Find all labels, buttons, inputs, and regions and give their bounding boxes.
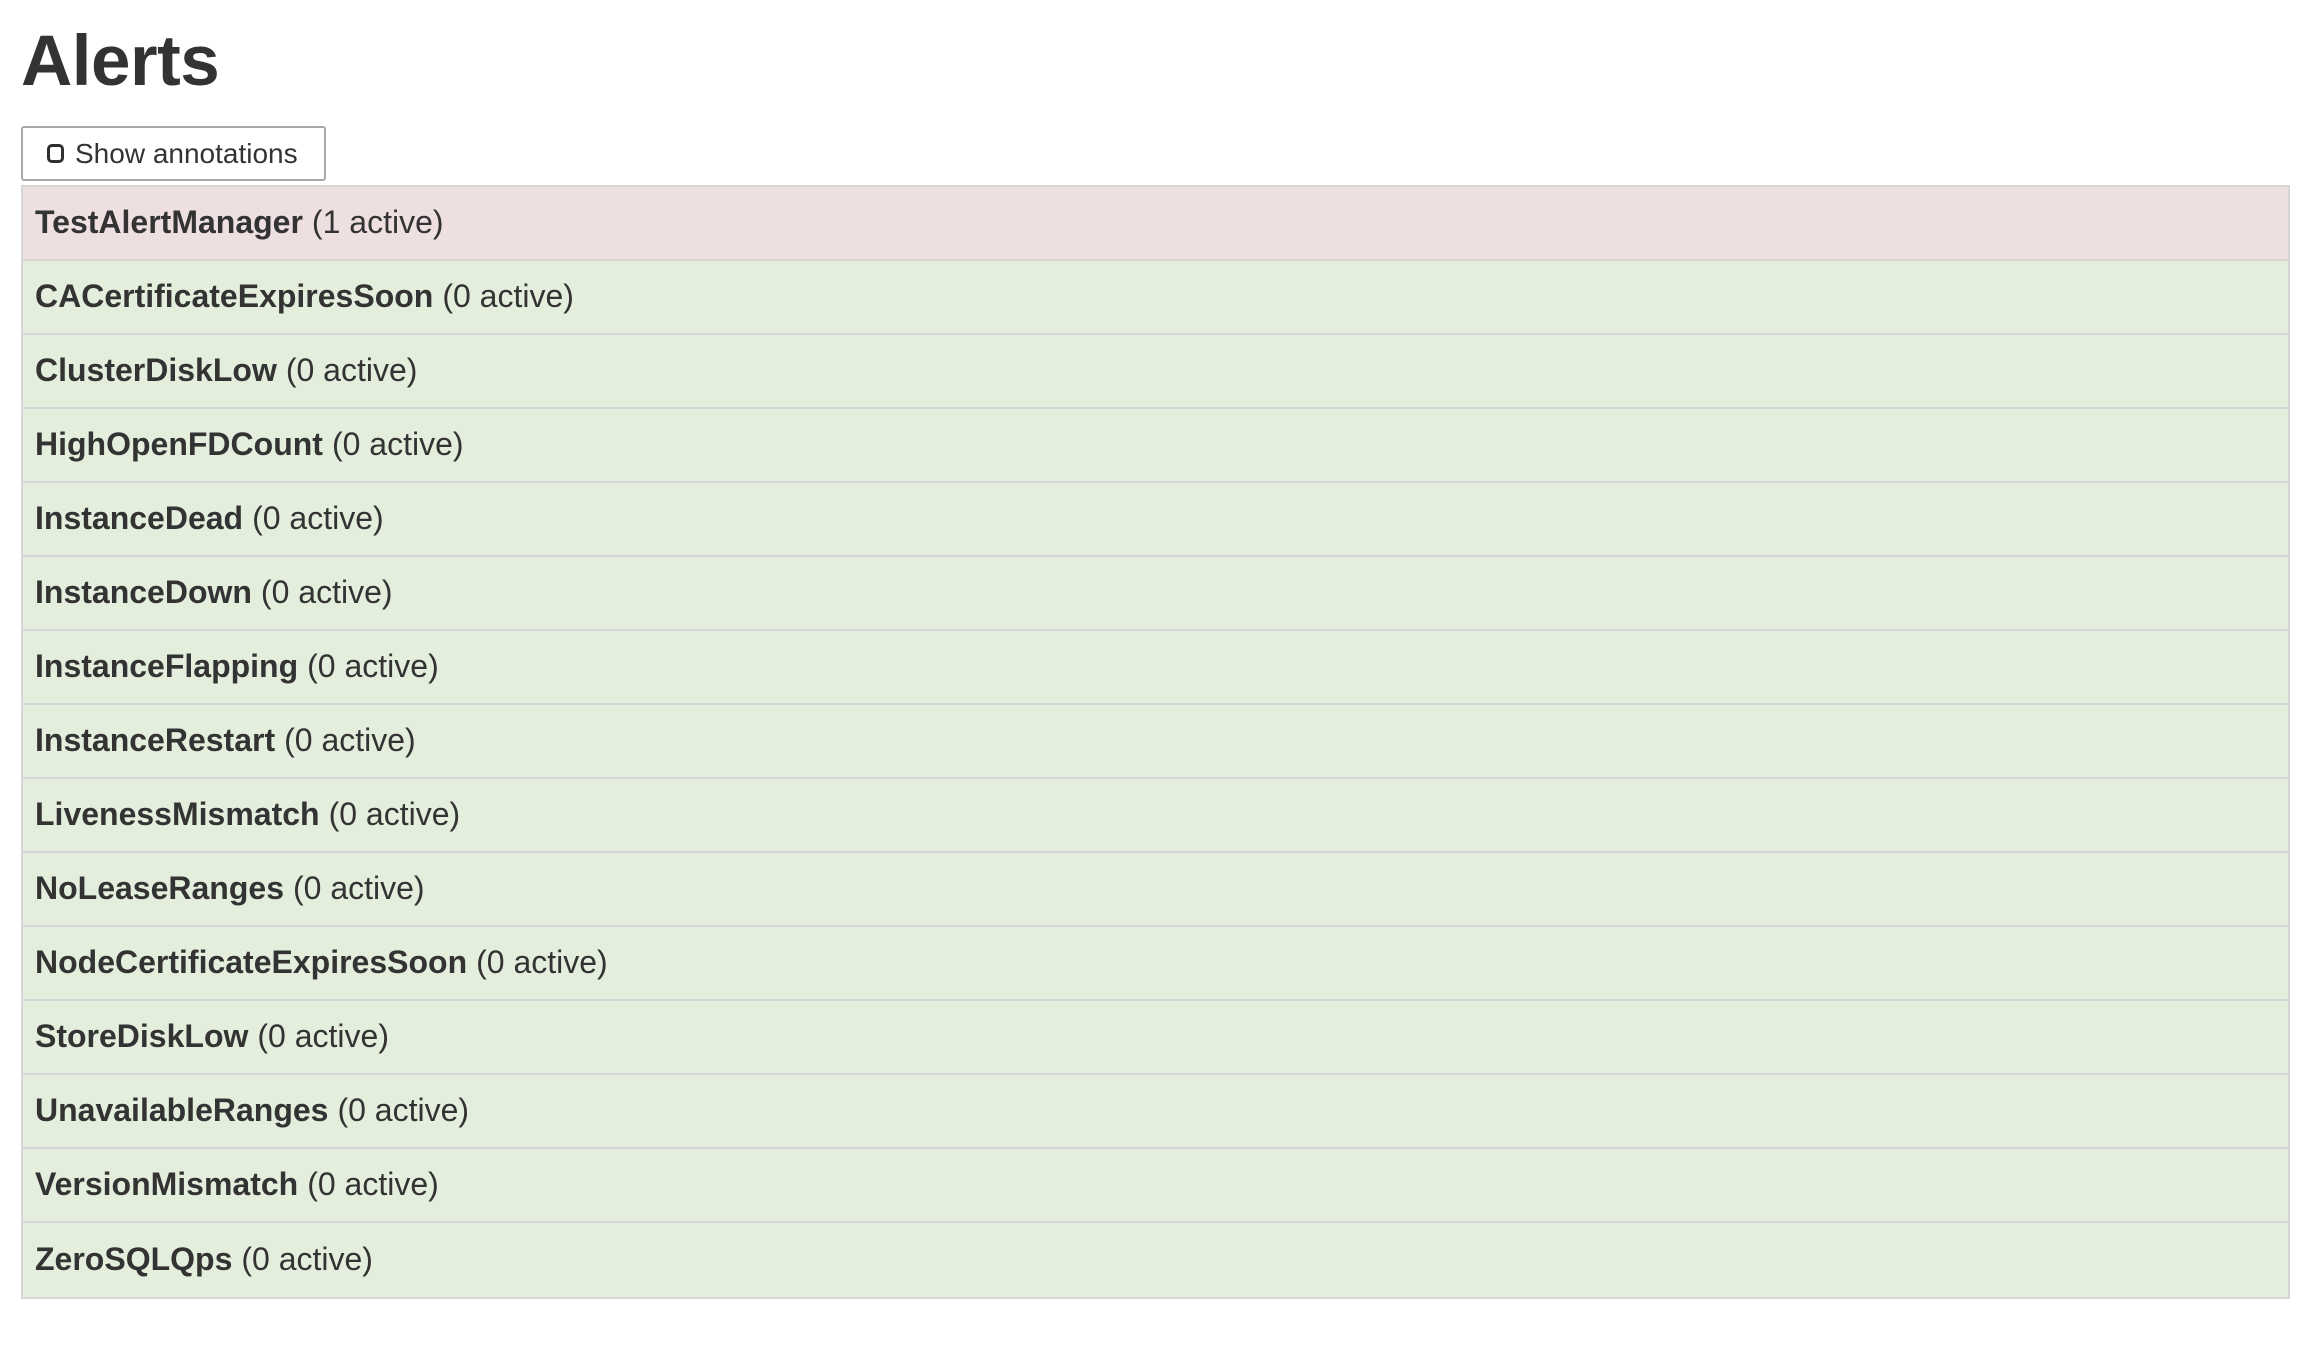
alert-row-InstanceDead[interactable]: InstanceDead (0 active) xyxy=(23,483,2288,557)
alert-row-InstanceDown[interactable]: InstanceDown (0 active) xyxy=(23,557,2288,631)
alert-name: InstanceDown xyxy=(35,574,252,611)
alert-name: ZeroSQLQps xyxy=(35,1241,233,1278)
alert-row-InstanceRestart[interactable]: InstanceRestart (0 active) xyxy=(23,705,2288,779)
alert-active-count: (0 active) xyxy=(284,722,416,759)
alert-row-NoLeaseRanges[interactable]: NoLeaseRanges (0 active) xyxy=(23,853,2288,927)
alert-name: TestAlertManager xyxy=(35,204,303,241)
alert-row-LivenessMismatch[interactable]: LivenessMismatch (0 active) xyxy=(23,779,2288,853)
alert-active-count: (0 active) xyxy=(328,796,461,833)
alert-active-count: (0 active) xyxy=(292,870,425,907)
alert-name: NodeCertificateExpiresSoon xyxy=(35,944,468,981)
alert-active-count: (0 active) xyxy=(476,944,608,981)
alert-name: CACertificateExpiresSoon xyxy=(35,278,434,315)
alert-name: UnavailableRanges xyxy=(35,1092,329,1129)
alert-name: StoreDiskLow xyxy=(35,1018,249,1055)
alert-row-UnavailableRanges[interactable]: UnavailableRanges (0 active) xyxy=(23,1075,2288,1149)
show-annotations-label: Show annotations xyxy=(75,137,298,169)
alert-row-ZeroSQLQps[interactable]: ZeroSQLQps (0 active) xyxy=(23,1223,2288,1297)
alert-row-VersionMismatch[interactable]: VersionMismatch (0 active) xyxy=(23,1149,2288,1223)
page-title: Alerts xyxy=(21,22,220,101)
alert-active-count: (0 active) xyxy=(442,278,574,315)
alert-active-count: (0 active) xyxy=(252,500,384,537)
alert-name: InstanceFlapping xyxy=(35,648,299,685)
alert-row-InstanceFlapping[interactable]: InstanceFlapping (0 active) xyxy=(23,631,2288,705)
alert-row-StoreDiskLow[interactable]: StoreDiskLow (0 active) xyxy=(23,1001,2288,1075)
checkbox-unchecked-icon xyxy=(47,144,64,163)
show-annotations-button[interactable]: Show annotations xyxy=(21,126,326,181)
alert-name: LivenessMismatch xyxy=(35,796,320,833)
alert-name: HighOpenFDCount xyxy=(35,426,323,463)
alert-active-count: (0 active) xyxy=(307,1166,439,1203)
alert-row-TestAlertManager[interactable]: TestAlertManager (1 active) xyxy=(23,187,2288,261)
alerts-page: Alerts Show annotations TestAlertManager… xyxy=(0,26,2312,1358)
alert-name: VersionMismatch xyxy=(35,1166,299,1203)
alert-active-count: (0 active) xyxy=(337,1092,470,1129)
alert-row-HighOpenFDCount[interactable]: HighOpenFDCount (0 active) xyxy=(23,409,2288,483)
alert-active-count: (1 active) xyxy=(311,204,444,241)
alert-row-NodeCertificateExpiresSoon[interactable]: NodeCertificateExpiresSoon (0 active) xyxy=(23,927,2288,1001)
alert-row-ClusterDiskLow[interactable]: ClusterDiskLow (0 active) xyxy=(23,335,2288,409)
alert-active-count: (0 active) xyxy=(260,574,393,611)
alert-name: NoLeaseRanges xyxy=(35,870,284,907)
alert-list: TestAlertManager (1 active) CACertificateE… xyxy=(21,185,2290,1299)
alert-name: InstanceRestart xyxy=(35,722,276,759)
alert-active-count: (0 active) xyxy=(285,352,418,389)
alert-active-count: (0 active) xyxy=(257,1018,389,1055)
alert-active-count: (0 active) xyxy=(241,1241,373,1278)
alert-name: InstanceDead xyxy=(35,500,244,537)
alert-active-count: (0 active) xyxy=(307,648,439,685)
alert-name: ClusterDiskLow xyxy=(35,352,277,389)
alert-active-count: (0 active) xyxy=(331,426,464,463)
alert-row-CACertificateExpiresSoon[interactable]: CACertificateExpiresSoon (0 active) xyxy=(23,261,2288,335)
